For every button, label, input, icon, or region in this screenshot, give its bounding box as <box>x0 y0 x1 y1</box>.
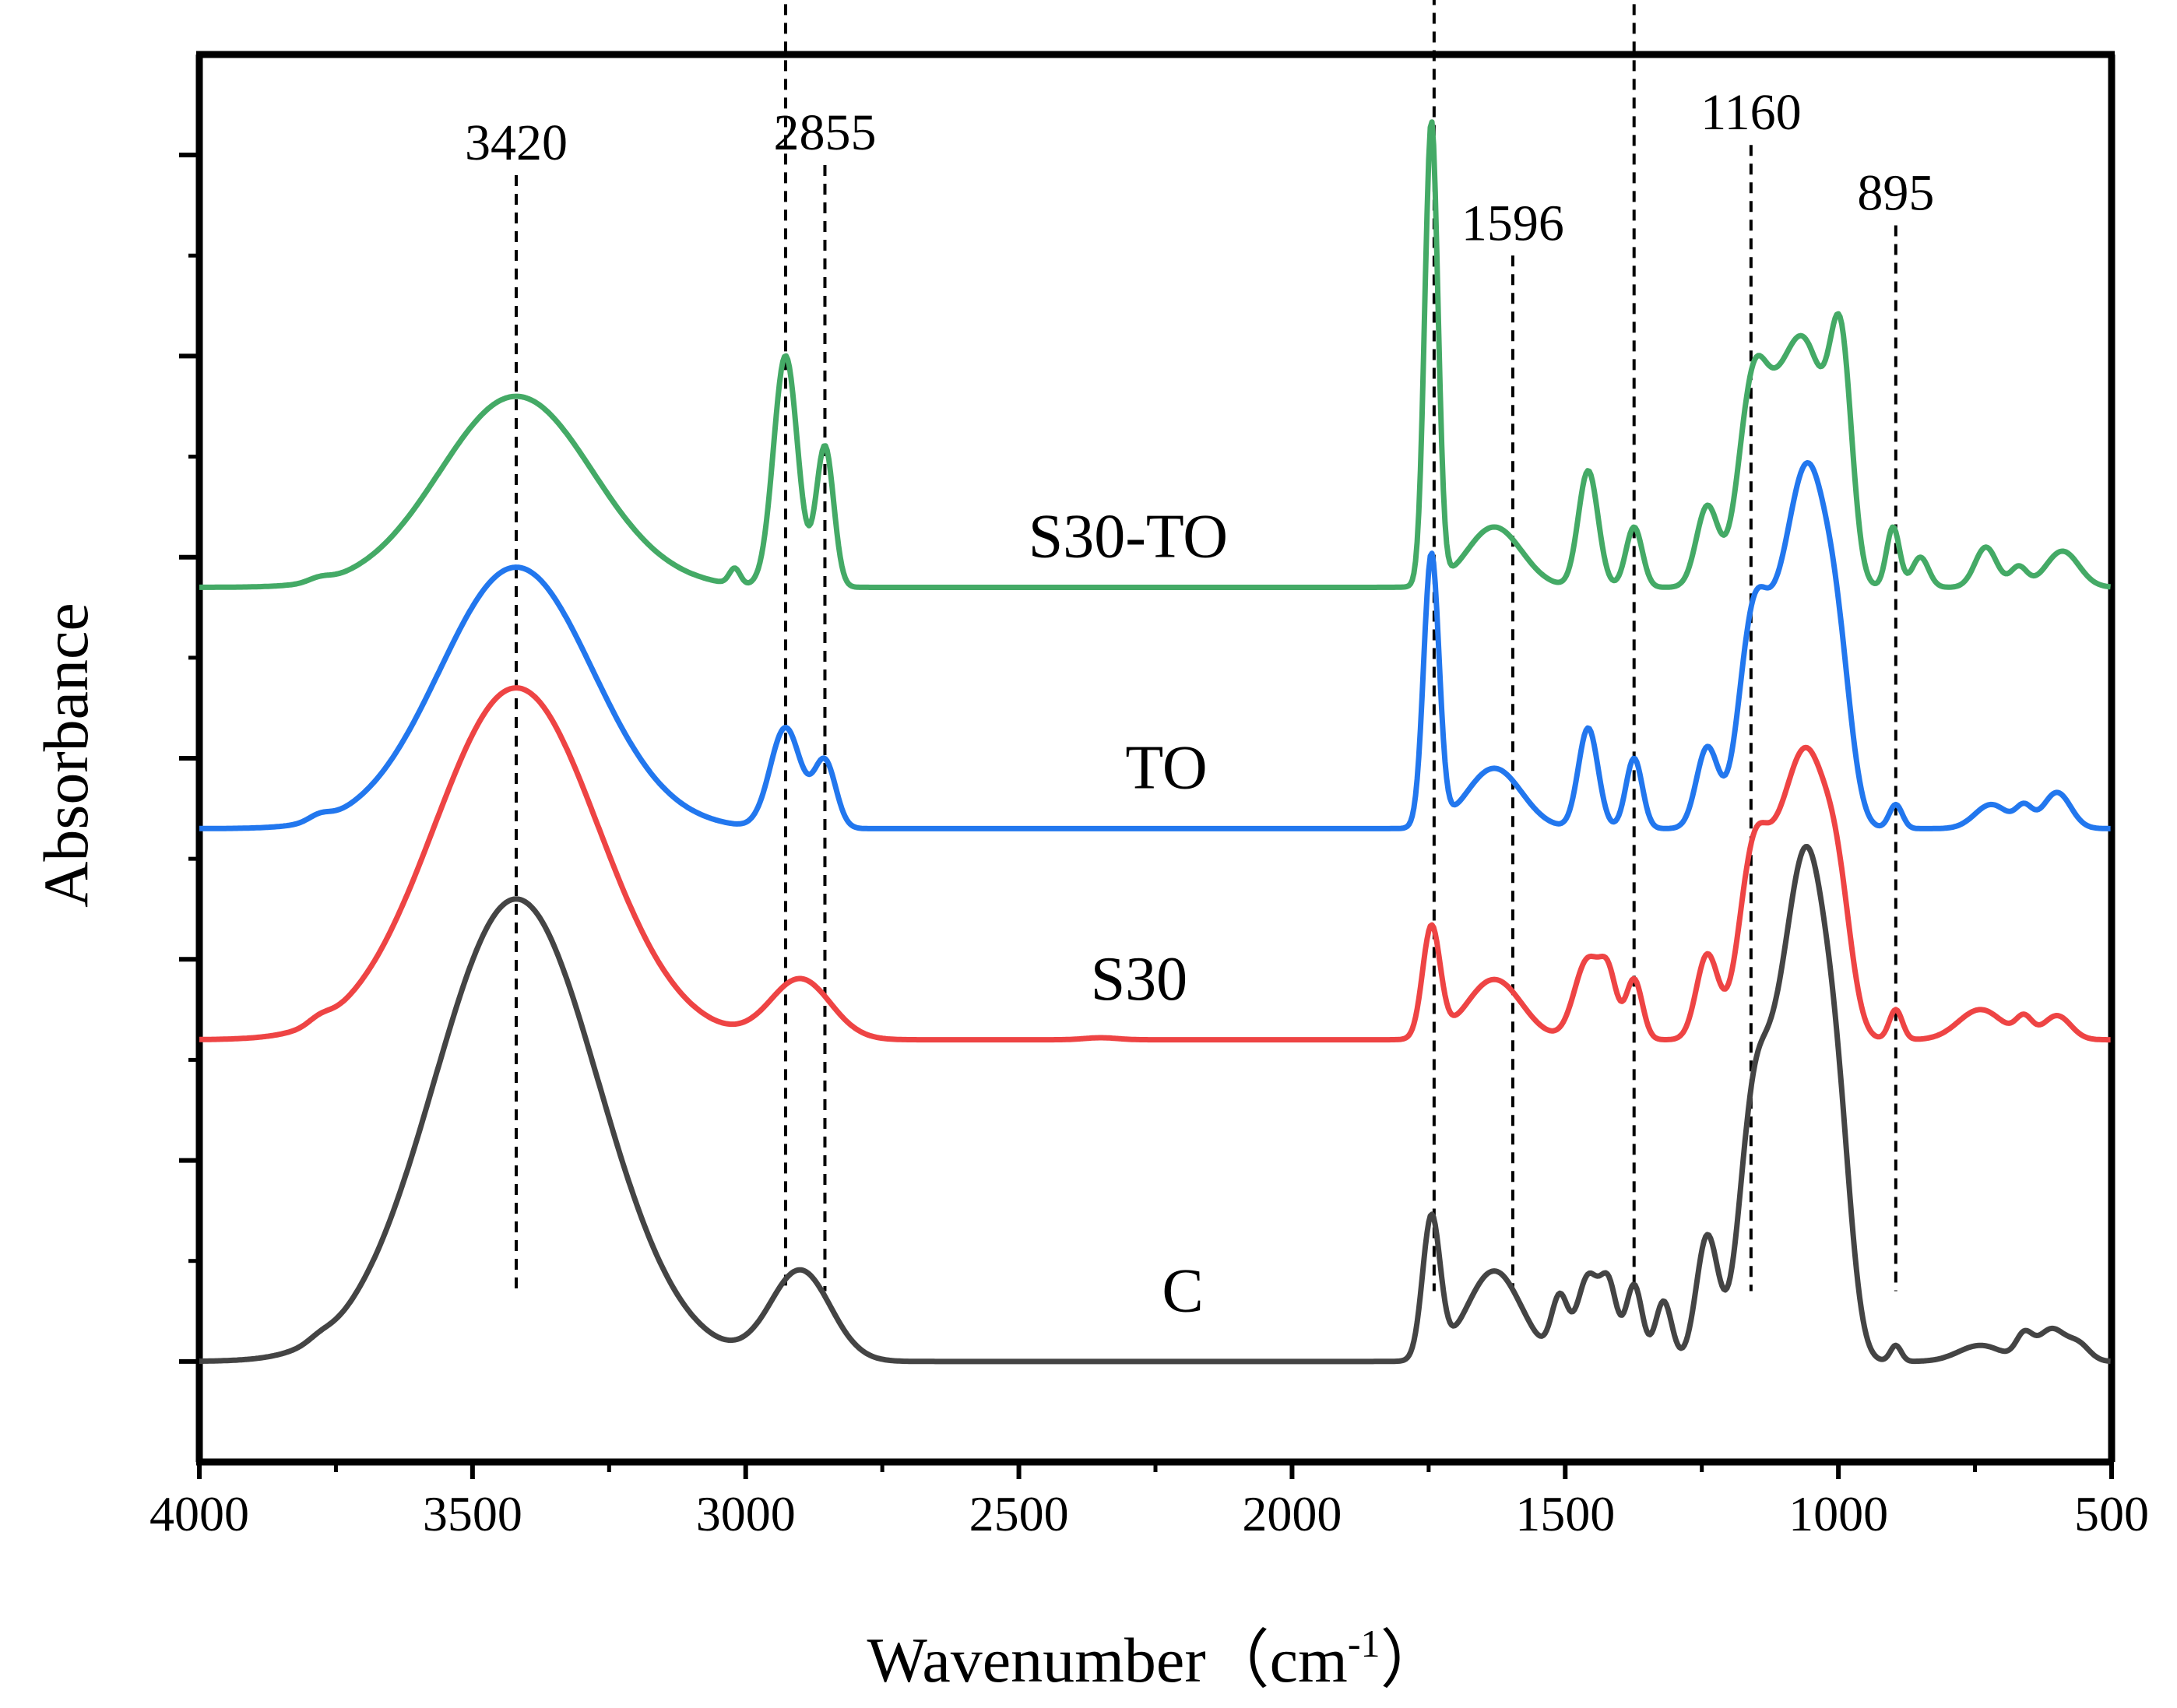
peak-guides <box>514 0 1897 1292</box>
peak-label-2855: 2855 <box>773 104 876 161</box>
series-label-to: TO <box>1125 734 1207 803</box>
x-tick-label: 500 <box>2074 1486 2149 1541</box>
y-ticks <box>179 153 199 1364</box>
x-tick-label: 3000 <box>696 1486 796 1541</box>
peak-labels: 3420292728551740159613741160895 <box>465 0 1934 251</box>
x-axis-title-close: ） <box>1380 1625 1444 1696</box>
series-labels: C S30 TO S30-TO <box>1029 503 1228 1326</box>
series-line-s30 <box>198 685 2112 1043</box>
x-axis-title: Wavenumber（cm-1） <box>867 1622 1444 1696</box>
series-line-s30-to <box>198 119 2112 590</box>
series-label-s30: S30 <box>1091 945 1188 1014</box>
peak-label-895: 895 <box>1857 165 1934 222</box>
x-tick-label: 1500 <box>1515 1486 1615 1541</box>
x-tick-label: 3500 <box>423 1486 522 1541</box>
series-label-s30-to: S30-TO <box>1029 503 1228 571</box>
series-line-c <box>198 844 2112 1365</box>
x-axis-title-sup: -1 <box>1348 1622 1380 1665</box>
peak-label-1160: 1160 <box>1700 84 1802 141</box>
series-line-to <box>198 460 2112 831</box>
x-tick-label: 2000 <box>1242 1486 1342 1541</box>
x-tick-label: 2500 <box>969 1486 1069 1541</box>
peak-label-1596: 1596 <box>1461 195 1564 251</box>
x-tick-label: 4000 <box>149 1486 249 1541</box>
x-axis-title-main: Wavenumber（cm <box>867 1625 1348 1696</box>
series-label-c: C <box>1162 1256 1203 1325</box>
y-axis-title: Absorbance <box>30 603 101 908</box>
peak-label-3420: 3420 <box>465 114 568 171</box>
spectra <box>198 119 2112 1365</box>
x-tick-label: 1000 <box>1788 1486 1888 1541</box>
x-ticks: 4000 3500 3000 2500 2000 1500 1000 500 <box>149 1462 2149 1541</box>
